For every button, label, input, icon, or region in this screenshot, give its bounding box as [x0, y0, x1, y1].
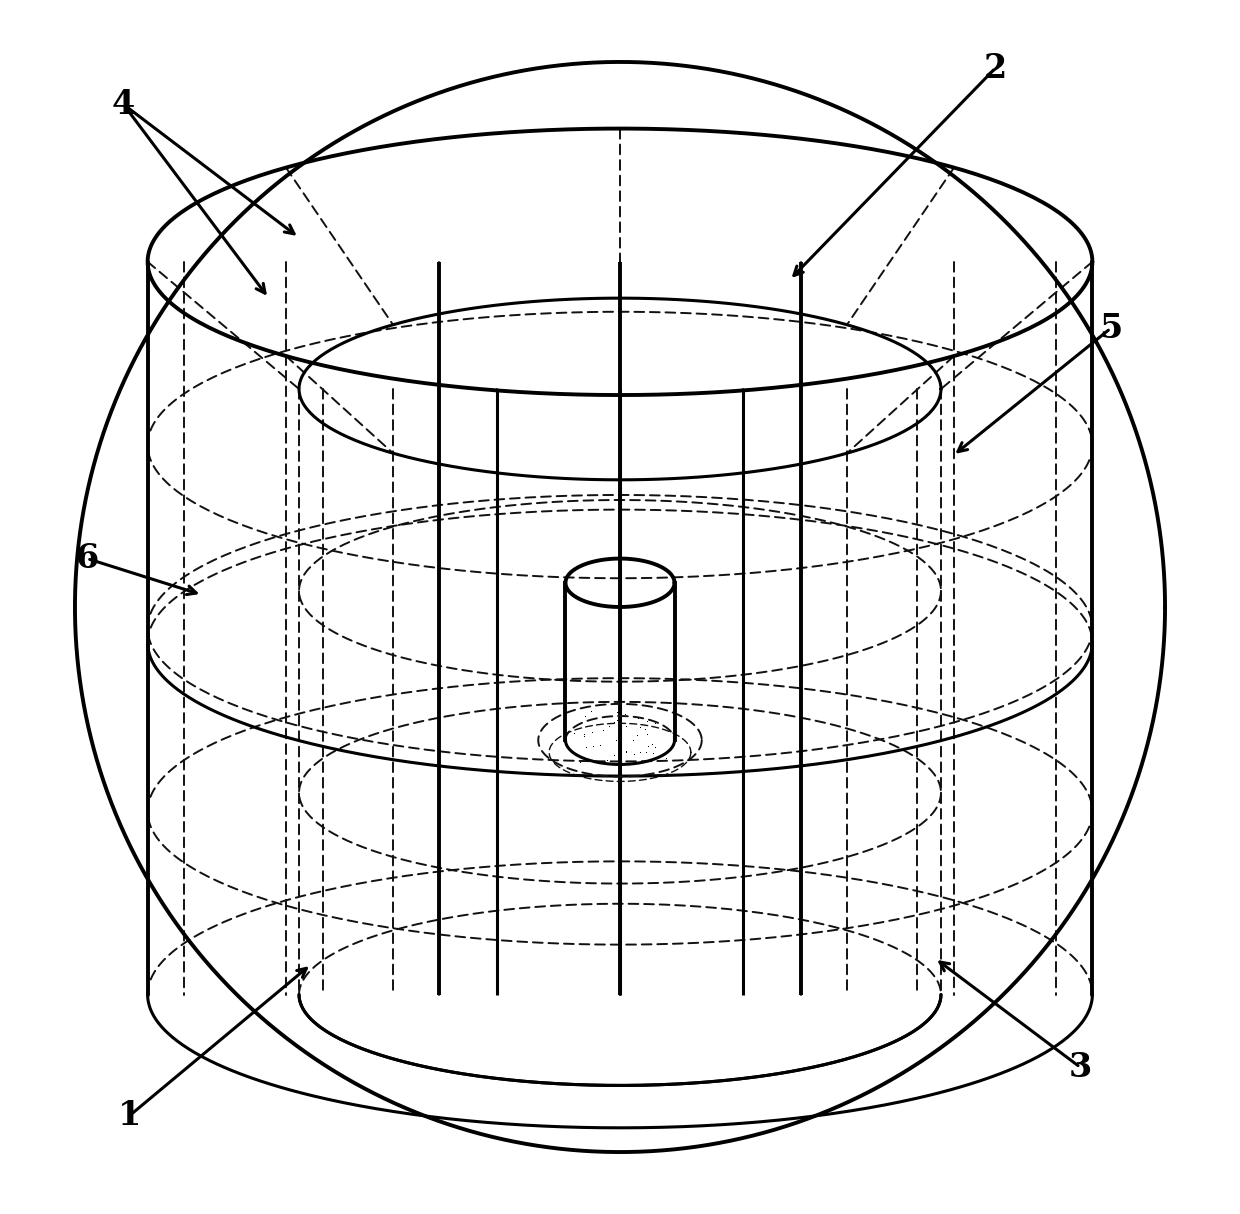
- Text: 2: 2: [983, 51, 1007, 85]
- Text: 4: 4: [112, 87, 135, 121]
- Text: 1: 1: [118, 1099, 141, 1133]
- Text: 6: 6: [76, 543, 99, 575]
- Text: 3: 3: [1069, 1051, 1092, 1084]
- Text: 5: 5: [1099, 312, 1122, 345]
